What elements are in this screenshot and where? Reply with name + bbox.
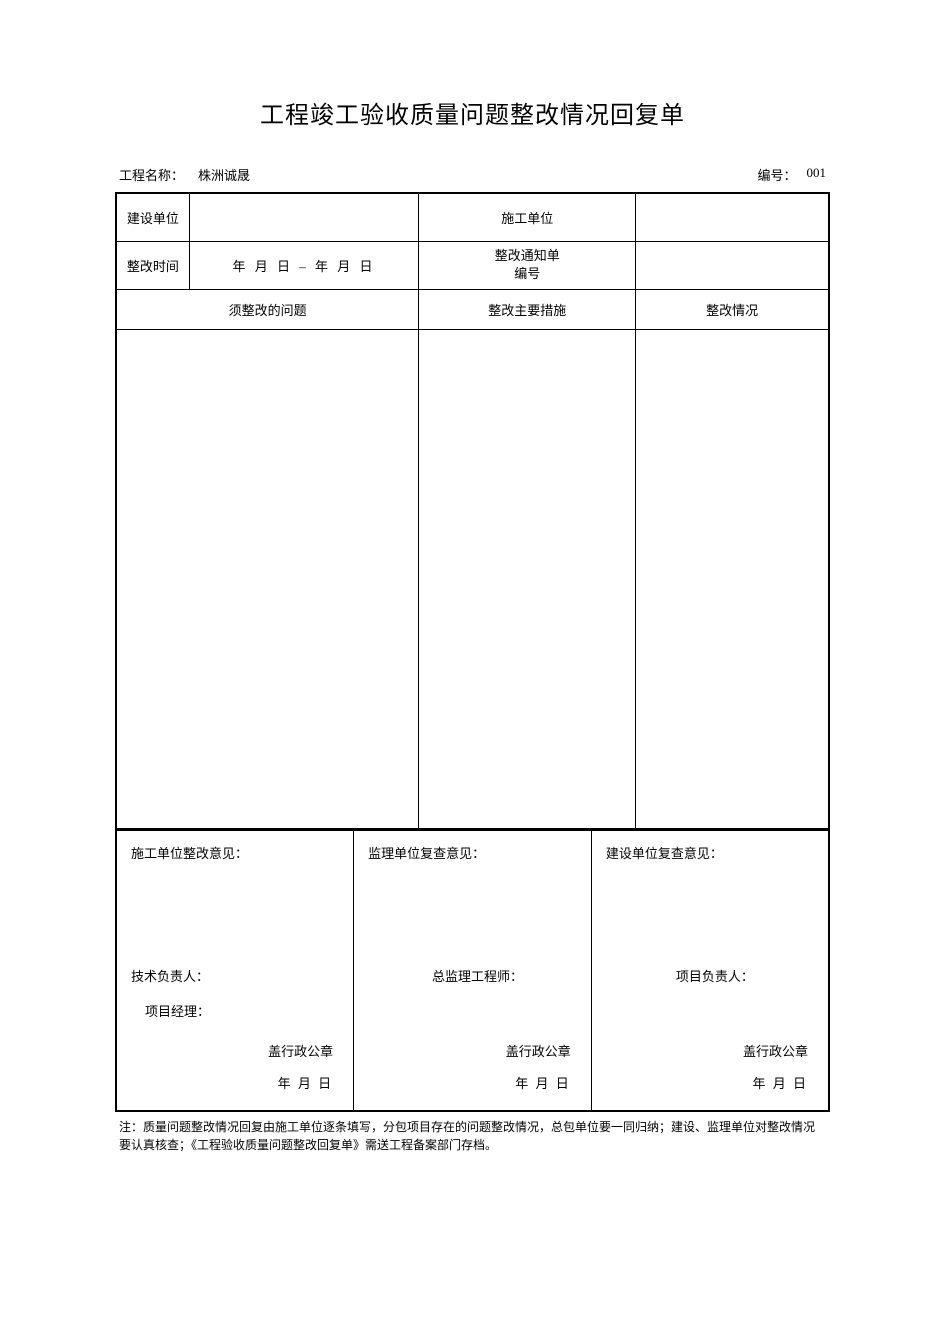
contractor-unit-value xyxy=(636,193,829,241)
serial-label: 编号： xyxy=(757,165,796,184)
project-name-label: 工程名称： xyxy=(119,165,184,184)
tech-lead-label: 技术负责人： xyxy=(131,966,209,985)
seal-label: 盖行政公章 xyxy=(506,1041,571,1060)
table-row: 施工单位整改意见： 技术负责人： 项目经理： 盖行政公章 年 月 日 监理单位复… xyxy=(116,831,829,1111)
table-row xyxy=(116,329,829,829)
owner-opinion-label: 建设单位复查意见： xyxy=(606,843,814,862)
chief-supervisor-label: 总监理工程师： xyxy=(354,966,591,985)
project-manager-label: 项目经理： xyxy=(145,1001,210,1020)
contractor-opinion-label: 施工单位整改意见： xyxy=(131,843,339,862)
header-row: 工程名称： 株洲诚晟 编号： 001 xyxy=(115,165,830,184)
rectify-time-label: 整改时间 xyxy=(116,241,189,289)
seal-label: 盖行政公章 xyxy=(743,1041,808,1060)
table-row: 建设单位 施工单位 xyxy=(116,193,829,241)
measures-body xyxy=(419,329,636,829)
project-lead-label: 项目负责人： xyxy=(592,966,828,985)
main-table: 建设单位 施工单位 整改时间 年 月 日 – 年 月 日 整改通知单 编号 须整… xyxy=(115,192,830,830)
table-row: 须整改的问题 整改主要措施 整改情况 xyxy=(116,289,829,329)
date-label: 年 月 日 xyxy=(278,1073,334,1092)
contractor-unit-label: 施工单位 xyxy=(419,193,636,241)
problems-body xyxy=(116,329,419,829)
signature-cell-owner: 建设单位复查意见： 项目负责人： 盖行政公章 年 月 日 xyxy=(591,831,829,1111)
date-label: 年 月 日 xyxy=(752,1073,808,1092)
project-name-group: 工程名称： 株洲诚晟 xyxy=(119,165,250,184)
footnote-text: 注：质量问题整改情况回复由施工单位逐条填写，分包项目存在的问题整改情况，总包单位… xyxy=(115,1118,830,1154)
signature-cell-contractor: 施工单位整改意见： 技术负责人： 项目经理： 盖行政公章 年 月 日 xyxy=(116,831,354,1111)
rectify-time-value: 年 月 日 – 年 月 日 xyxy=(189,241,418,289)
notice-number-label: 整改通知单 编号 xyxy=(419,241,636,289)
notice-number-label-line1: 整改通知单 xyxy=(419,247,635,265)
serial-group: 编号： 001 xyxy=(757,165,826,184)
notice-number-label-line2: 编号 xyxy=(419,265,635,283)
signature-table: 施工单位整改意见： 技术负责人： 项目经理： 盖行政公章 年 月 日 监理单位复… xyxy=(115,830,830,1112)
construction-unit-label: 建设单位 xyxy=(116,193,189,241)
serial-value: 001 xyxy=(807,165,827,184)
status-header: 整改情况 xyxy=(636,289,829,329)
problems-header: 须整改的问题 xyxy=(116,289,419,329)
signature-cell-supervisor: 监理单位复查意见： 总监理工程师： 盖行政公章 年 月 日 xyxy=(354,831,592,1111)
status-body xyxy=(636,329,829,829)
document-title: 工程竣工验收质量问题整改情况回复单 xyxy=(115,95,830,130)
supervisor-opinion-label: 监理单位复查意见： xyxy=(368,843,577,862)
project-name-value: 株洲诚晟 xyxy=(198,165,250,184)
notice-number-value xyxy=(636,241,829,289)
table-row: 整改时间 年 月 日 – 年 月 日 整改通知单 编号 xyxy=(116,241,829,289)
date-label: 年 月 日 xyxy=(515,1073,571,1092)
construction-unit-value xyxy=(189,193,418,241)
measures-header: 整改主要措施 xyxy=(419,289,636,329)
seal-label: 盖行政公章 xyxy=(268,1041,333,1060)
